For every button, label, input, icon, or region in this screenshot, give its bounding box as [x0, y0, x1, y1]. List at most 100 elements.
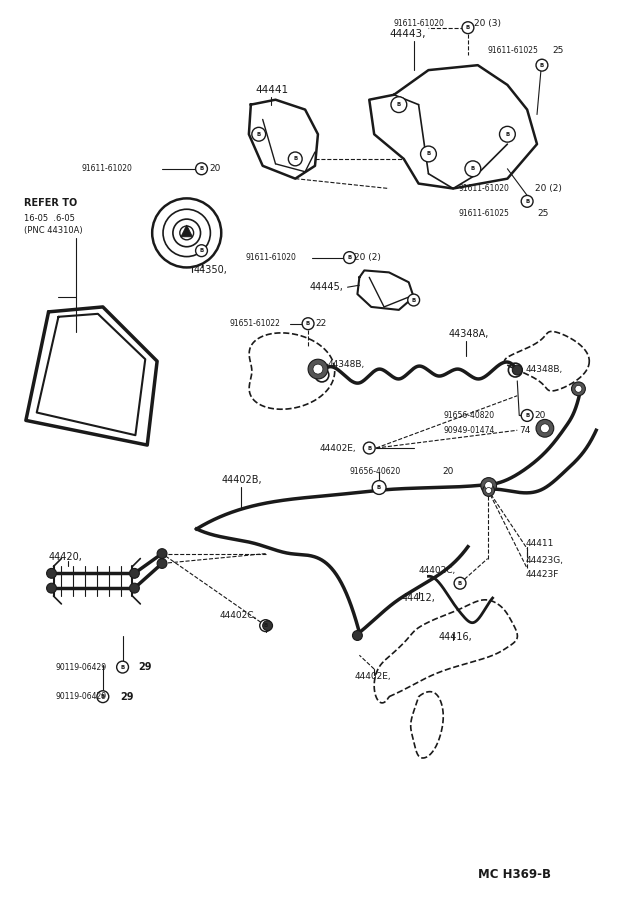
Text: 22: 22 [315, 320, 326, 328]
Text: 44443,: 44443, [389, 29, 426, 39]
Circle shape [46, 583, 57, 593]
Text: B: B [347, 255, 352, 260]
Text: B: B [525, 199, 529, 203]
Text: 16-05  .6-05: 16-05 .6-05 [24, 213, 75, 222]
Text: 90119-06429: 90119-06429 [55, 662, 107, 671]
Text: 29: 29 [121, 692, 134, 702]
Circle shape [462, 22, 474, 33]
Text: B: B [367, 446, 371, 451]
Text: 44350,: 44350, [193, 266, 227, 275]
Text: 20: 20 [534, 411, 545, 420]
Circle shape [117, 662, 129, 673]
Circle shape [129, 583, 139, 593]
Circle shape [129, 569, 139, 579]
Circle shape [465, 161, 481, 176]
Polygon shape [181, 225, 193, 237]
Circle shape [252, 127, 266, 141]
Text: MC H369-B: MC H369-B [478, 868, 551, 881]
Text: B: B [121, 664, 125, 670]
Text: 44423G,: 44423G, [525, 556, 563, 565]
Text: 44348B,: 44348B, [328, 360, 365, 369]
Circle shape [157, 559, 167, 569]
Text: 20 (2): 20 (2) [354, 253, 381, 262]
Circle shape [195, 163, 207, 175]
Text: 44420,: 44420, [48, 552, 82, 562]
Text: 91656-40620: 91656-40620 [350, 467, 401, 476]
Text: 44402E,: 44402E, [320, 444, 357, 453]
Text: B: B [397, 102, 401, 107]
Text: 91656-40820: 91656-40820 [443, 411, 494, 420]
Circle shape [454, 577, 466, 590]
Text: 44348B,: 44348B, [525, 364, 563, 373]
Circle shape [195, 245, 207, 256]
Text: B: B [264, 623, 268, 628]
Text: B: B [411, 298, 416, 302]
Text: 44402C,: 44402C, [419, 566, 456, 575]
Text: 20: 20 [209, 165, 221, 174]
Text: REFER TO: REFER TO [24, 198, 77, 208]
Circle shape [46, 569, 57, 579]
Text: 44402C,: 44402C, [219, 611, 256, 620]
Circle shape [344, 252, 355, 264]
Text: 90949-01474: 90949-01474 [443, 426, 495, 435]
Text: 91611-61025: 91611-61025 [488, 46, 539, 55]
Circle shape [288, 152, 302, 166]
Circle shape [541, 424, 550, 433]
Text: 90119-06429: 90119-06429 [55, 692, 107, 701]
Text: 91611-61020: 91611-61020 [246, 253, 297, 262]
Circle shape [157, 549, 167, 559]
Text: 20 (3): 20 (3) [474, 19, 501, 28]
Text: 44416,: 44416, [438, 633, 472, 643]
Text: B: B [199, 248, 203, 253]
Circle shape [521, 410, 533, 421]
Text: 44348A,: 44348A, [448, 328, 489, 338]
Circle shape [481, 478, 497, 493]
Circle shape [364, 442, 375, 454]
Text: B: B [540, 63, 544, 68]
Circle shape [575, 385, 582, 392]
Text: (PNC 44310A): (PNC 44310A) [24, 227, 82, 236]
Text: 44402B,: 44402B, [221, 474, 262, 484]
Text: B: B [306, 321, 310, 326]
Circle shape [260, 620, 271, 632]
Circle shape [372, 481, 386, 494]
Circle shape [152, 198, 221, 267]
Circle shape [485, 488, 492, 493]
Text: 44412,: 44412, [402, 593, 436, 603]
Circle shape [521, 195, 533, 207]
Text: 29: 29 [138, 662, 152, 672]
Text: B: B [466, 25, 470, 31]
Circle shape [302, 318, 314, 329]
Circle shape [421, 146, 436, 162]
Text: 91611-61020: 91611-61020 [394, 19, 445, 28]
Text: 91611-61020: 91611-61020 [458, 184, 509, 193]
Circle shape [391, 97, 407, 112]
Circle shape [97, 691, 109, 703]
Text: 44411: 44411 [525, 539, 553, 548]
Circle shape [536, 59, 548, 71]
Text: 74: 74 [519, 426, 531, 435]
Text: 20: 20 [442, 467, 453, 476]
Text: 44441: 44441 [256, 85, 289, 94]
Text: 91651-61022: 91651-61022 [229, 320, 280, 328]
Circle shape [485, 482, 492, 490]
Circle shape [512, 365, 522, 375]
Circle shape [499, 126, 516, 142]
Text: B: B [293, 157, 298, 161]
Circle shape [313, 364, 323, 374]
Circle shape [483, 484, 495, 497]
Text: B: B [458, 580, 462, 586]
Text: 91611-61025: 91611-61025 [458, 209, 509, 218]
Text: B: B [100, 694, 105, 699]
Text: B: B [426, 151, 431, 157]
Circle shape [571, 382, 585, 396]
Circle shape [408, 294, 420, 306]
Circle shape [263, 621, 273, 631]
Text: 20 (2): 20 (2) [535, 184, 562, 193]
Text: B: B [525, 413, 529, 418]
Circle shape [536, 419, 554, 437]
Text: B: B [506, 131, 509, 137]
Text: B: B [257, 131, 261, 137]
Text: 44423F: 44423F [525, 570, 558, 579]
Text: B: B [471, 166, 475, 171]
